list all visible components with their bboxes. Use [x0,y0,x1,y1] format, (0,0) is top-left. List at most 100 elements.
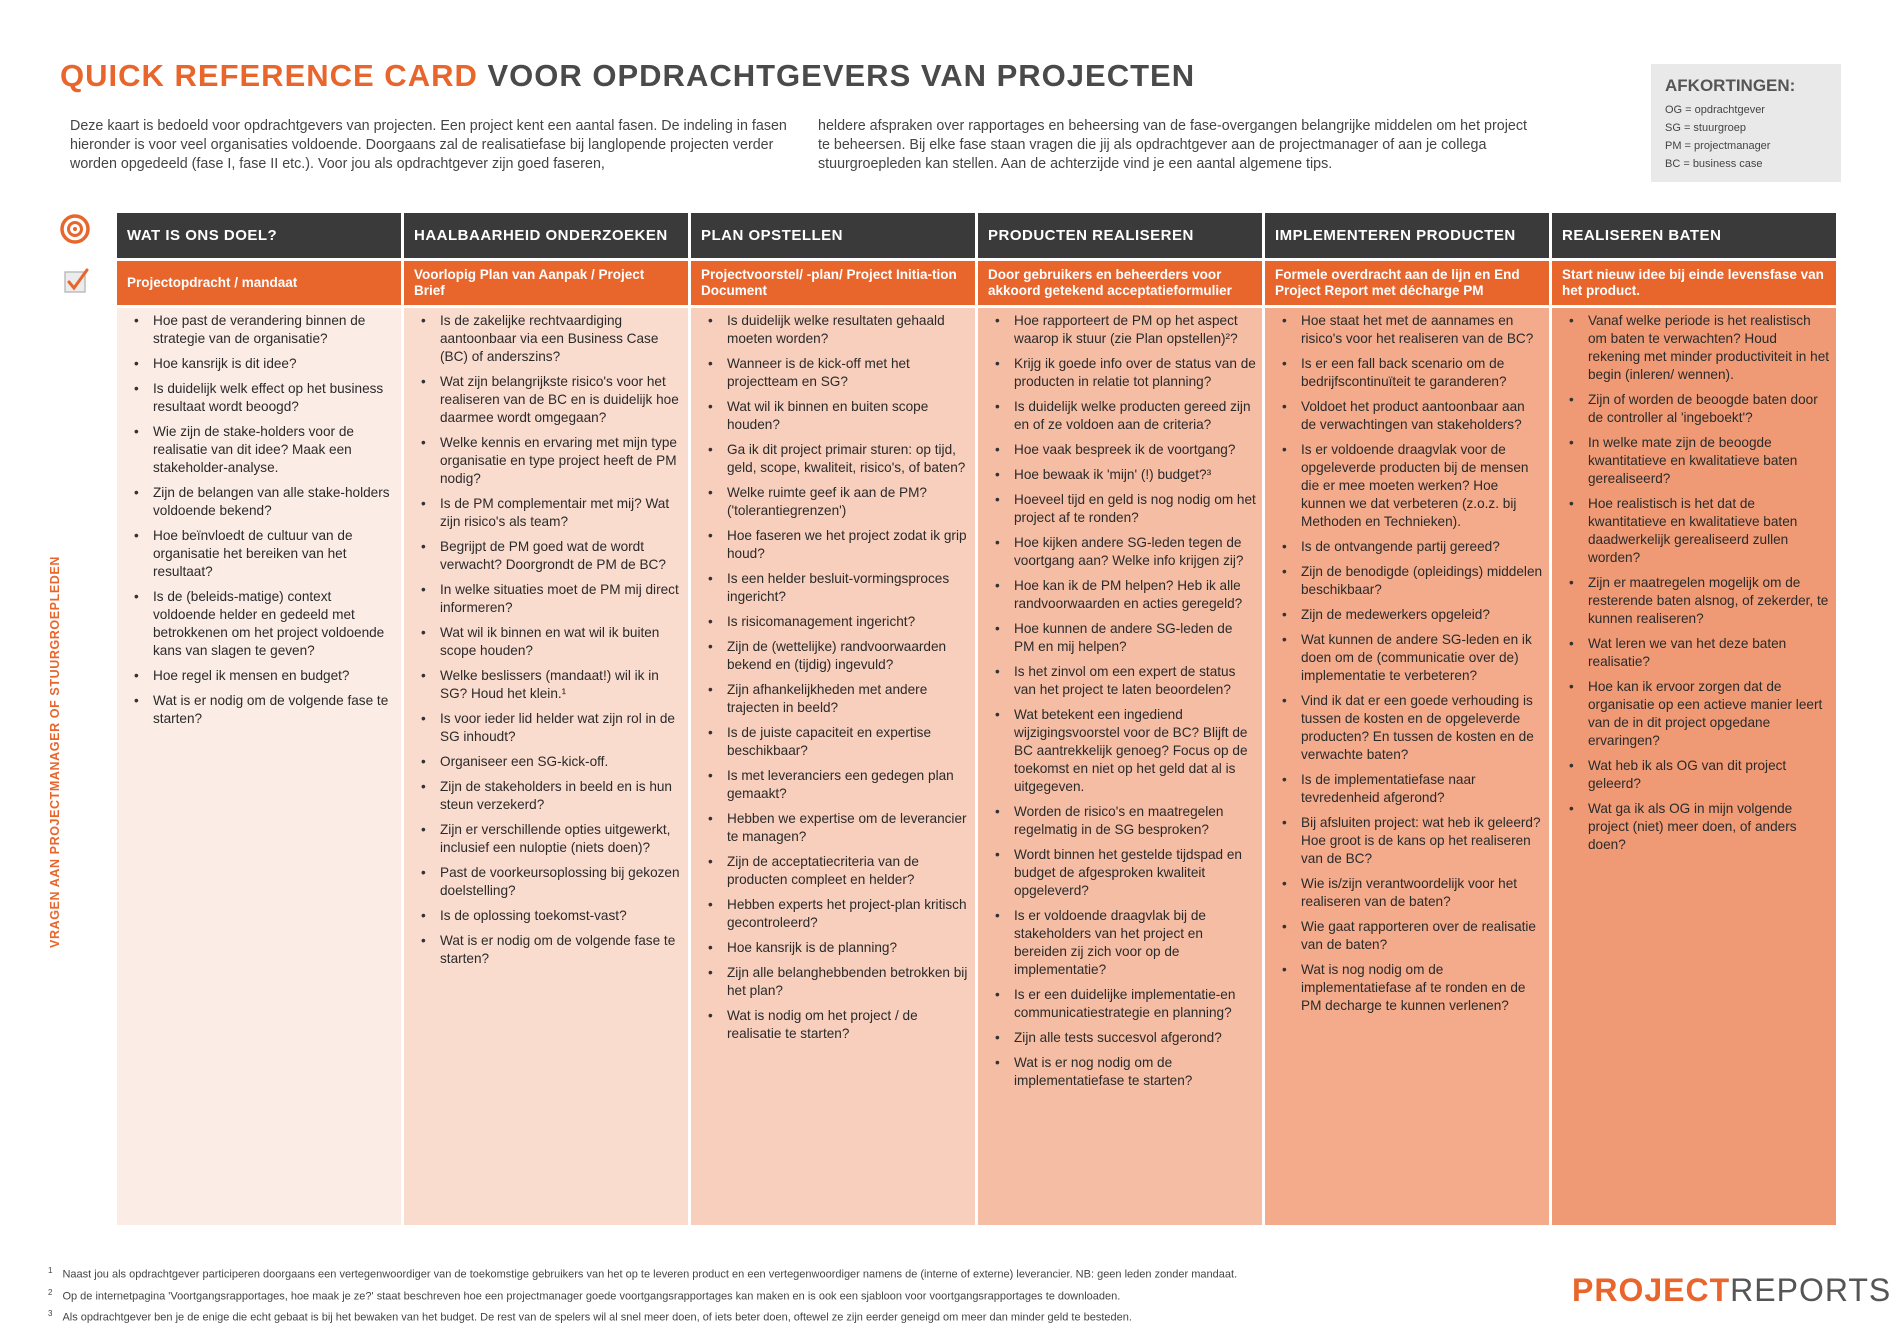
question-item: Wat ga ik als OG in mijn volgende projec… [1562,800,1830,854]
question-list: Is de zakelijke rechtvaardiging aantoonb… [414,312,682,968]
question-item: In welke mate zijn de beoogde kwantitati… [1562,434,1830,488]
checkbox-icon [64,268,89,293]
phase-header: HAALBAARHEID ONDERZOEKEN [404,213,688,258]
phase-header: PRODUCTEN REALISEREN [978,213,1262,258]
abbreviation-item: BC = business case [1665,158,1763,170]
question-item: Hoe kan ik de PM helpen? Heb ik alle ran… [988,577,1256,613]
question-list: Hoe past de verandering binnen de strate… [127,312,395,728]
target-icon [60,214,90,244]
question-item: Is er een fall back scenario om de bedri… [1275,355,1543,391]
question-item: Hoe vaak bespreek ik de voortgang? [988,441,1256,459]
question-item: Past de voorkeursoplossing bij gekozen d… [414,864,682,900]
footnote-text: Naast jou als opdrachtgever participeren… [62,1268,1238,1281]
question-item: Is de zakelijke rechtvaardiging aantoonb… [414,312,682,366]
question-list: Hoe rapporteert de PM op het aspect waar… [988,312,1256,1090]
question-item: Hoeveel tijd en geld is nog nodig om het… [988,491,1256,527]
phase-header: PLAN OPSTELLEN [691,213,975,258]
question-item: In welke situaties moet de PM mij direct… [414,581,682,617]
question-item: Wie gaat rapporteren over de realisatie … [1275,918,1543,954]
question-item: Krijg ik goede info over de status van d… [988,355,1256,391]
question-item: Hoe kan ik ervoor zorgen dat de organisa… [1562,678,1830,750]
question-item: Zijn de benodigde (opleidings) middelen … [1275,563,1543,599]
question-item: Is met leveranciers een gedegen plan gem… [701,767,969,803]
phase-questions: Hoe rapporteert de PM op het aspect waar… [978,308,1262,1225]
phase-questions: Vanaf welke periode is het realistisch o… [1552,308,1836,1225]
page-title: QUICK REFERENCE CARD VOOR OPDRACHTGEVERS… [60,58,1195,94]
abbreviations-title: AFKORTINGEN: [1665,76,1796,95]
abbreviation-item: PM = projectmanager [1665,140,1771,152]
side-label: VRAGEN AAN PROJECTMANAGER OF STUURGROEPL… [48,556,62,948]
question-item: Hoe rapporteert de PM op het aspect waar… [988,312,1256,348]
question-item: Voldoet het product aantoonbaar aan de v… [1275,398,1543,434]
footnotes: 1 Naast jou als opdrachtgever participere… [48,1262,1468,1327]
question-item: Organiseer een SG-kick-off. [414,753,682,771]
question-item: Is de ontvangende partij gereed? [1275,538,1543,556]
question-item: Wanneer is de kick-off met het projectte… [701,355,969,391]
question-item: Is de oplossing toekomst-vast? [414,907,682,925]
question-item: Hoe kansrijk is de planning? [701,939,969,957]
question-item: Wat zijn belangrijkste risico's voor het… [414,373,682,427]
question-item: Is voor ieder lid helder wat zijn rol in… [414,710,682,746]
phase-column-baten: REALISEREN BATEN Start nieuw idee bij ei… [1552,213,1836,1225]
question-item: Wat is er nog nodig om de implementatief… [988,1054,1256,1090]
abbreviations-box: AFKORTINGEN: OG = opdrachtgever SG = stu… [1651,64,1841,182]
question-item: Wie zijn de stake-holders voor de realis… [127,423,395,477]
intro-text-right: heldere afspraken over rapportages en be… [818,118,1527,172]
logo-part-reports: REPORTS [1730,1272,1892,1308]
phase-column-producten: PRODUCTEN REALISEREN Door gebruikers en … [978,213,1262,1225]
footnote-number: 2 [48,1287,53,1297]
question-item: Zijn afhankelijkheden met andere traject… [701,681,969,717]
projectreports-logo: PROJECTREPORTS [1572,1272,1891,1309]
question-list: Hoe staat het met de aannames en risico'… [1275,312,1543,1015]
intro-text-left: Deze kaart is bedoeld voor opdrachtgever… [70,118,787,172]
question-item: Welke ruimte geef ik aan de PM? ('tolera… [701,484,969,520]
question-item: Wat kunnen de andere SG-leden en ik doen… [1275,631,1543,685]
question-item: Hoe staat het met de aannames en risico'… [1275,312,1543,348]
footnote-number: 3 [48,1309,53,1319]
phase-column-doel: WAT IS ONS DOEL? Projectopdracht / manda… [117,213,401,1225]
question-item: Ga ik dit project primair sturen: op tij… [701,441,969,477]
question-list: Is duidelijk welke resultaten gehaald mo… [701,312,969,1043]
question-item: Zijn de medewerkers opgeleid? [1275,606,1543,624]
question-item: Zijn de acceptatiecriteria van de produc… [701,853,969,889]
phase-questions: Is de zakelijke rechtvaardiging aantoonb… [404,308,688,1225]
footnote: 2 Op de internetpagina 'Voortgangsrapport… [48,1284,1468,1306]
question-item: Zijn er verschillende opties uitgewerkt,… [414,821,682,857]
question-item: Zijn alle belanghebbenden betrokken bij … [701,964,969,1000]
question-item: Wat heb ik als OG van dit project geleer… [1562,757,1830,793]
title-accent: QUICK REFERENCE CARD [60,58,478,93]
question-item: Wat betekent een ingediend wijzigingsvoo… [988,706,1256,796]
question-item: Zijn de (wettelijke) randvoorwaarden bek… [701,638,969,674]
question-item: Hoe realistisch is het dat de kwantitati… [1562,495,1830,567]
question-item: Hoe beïnvloedt de cultuur van de organis… [127,527,395,581]
question-item: Is de PM complementair met mij? Wat zijn… [414,495,682,531]
question-item: Wat is er nodig om de volgende fase te s… [414,932,682,968]
question-item: Is een helder besluit-vormingsproces ing… [701,570,969,606]
question-item: Hebben we expertise om de leverancier te… [701,810,969,846]
footnote: 1 Naast jou als opdrachtgever participere… [48,1262,1468,1284]
title-rest: VOOR OPDRACHTGEVERS VAN PROJECTEN [477,58,1196,93]
question-item: Wie is/zijn verantwoordelijk voor het re… [1275,875,1543,911]
question-item: Is de (beleids-matige) context voldoende… [127,588,395,660]
footnote-text: Op de internetpagina 'Voortgangsrapporta… [62,1290,1121,1303]
question-item: Hoe kunnen de andere SG-leden de PM en m… [988,620,1256,656]
question-item: Begrijpt de PM goed wat de wordt verwach… [414,538,682,574]
question-item: Is de juiste capaciteit en expertise bes… [701,724,969,760]
question-item: Vind ik dat er een goede verhouding is t… [1275,692,1543,764]
phase-header: REALISEREN BATEN [1552,213,1836,258]
abbreviation-item: OG = opdrachtgever [1665,104,1765,116]
question-item: Is er een duidelijke implementatie-en co… [988,986,1256,1022]
abbreviation-item: SG = stuurgroep [1665,122,1747,134]
phase-board: WAT IS ONS DOEL? Projectopdracht / manda… [117,213,1836,1225]
question-item: Is duidelijk welke producten gereed zijn… [988,398,1256,434]
question-item: Welke beslissers (mandaat!) wil ik in SG… [414,667,682,703]
question-item: Zijn de stakeholders in beeld en is hun … [414,778,682,814]
phase-questions: Is duidelijk welke resultaten gehaald mo… [691,308,975,1225]
question-item: Is het zinvol om een expert de status va… [988,663,1256,699]
question-item: Welke kennis en ervaring met mijn type o… [414,434,682,488]
question-item: Hoe kijken andere SG-leden tegen de voor… [988,534,1256,570]
question-item: Wat is nodig om het project / de realisa… [701,1007,969,1043]
logo-part-project: PROJECT [1572,1272,1731,1308]
question-item: Wat wil ik binnen en buiten scope houden… [701,398,969,434]
question-item: Is duidelijk welke resultaten gehaald mo… [701,312,969,348]
